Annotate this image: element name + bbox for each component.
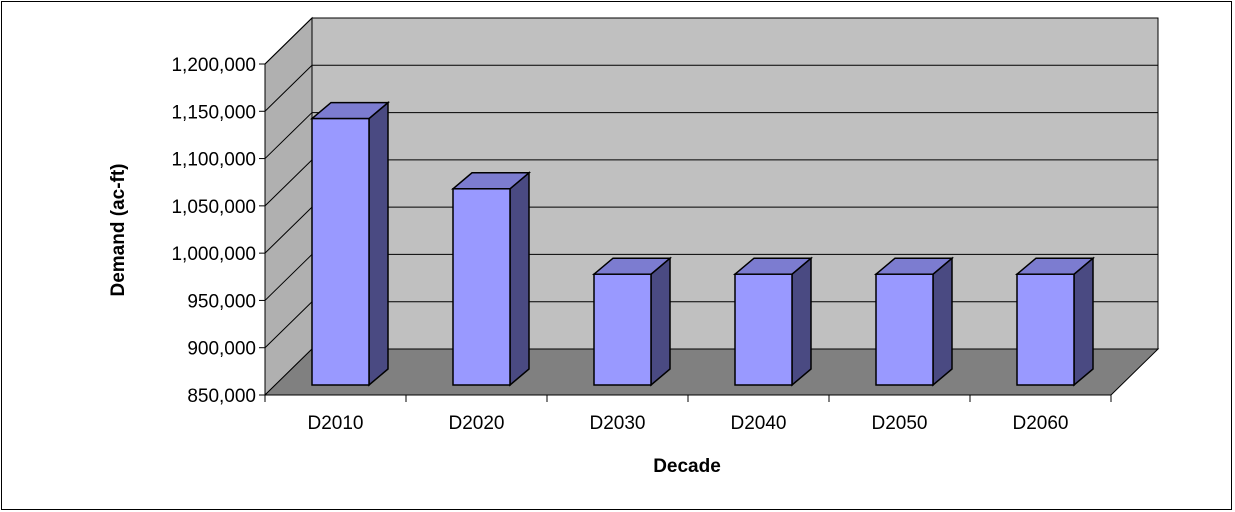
bar [732,256,814,387]
bars [309,100,1096,387]
x-tick-label: D2050 [872,413,928,434]
y-tick-label: 1,150,000 [171,102,256,123]
y-tick-label: 1,100,000 [171,150,256,171]
bar-front [875,273,934,386]
x-tick-label: D2030 [590,413,646,434]
bar-side [932,256,953,387]
bar-side [650,256,671,387]
bar [450,171,532,387]
y-tick-label: 1,050,000 [171,197,256,218]
bar-front [311,117,370,386]
x-tick-label: D2060 [1013,413,1069,434]
bar-side [1073,256,1094,387]
bar-front [452,188,511,386]
y-tick-label: 1,200,000 [171,55,256,76]
x-tick-label: D2010 [308,413,364,434]
x-axis-title: Decade [653,456,721,477]
bar-front [593,273,652,386]
bar-side [509,171,530,387]
bar [309,100,391,387]
y-tick-label: 1,000,000 [171,244,256,265]
bar [873,256,955,387]
bar-front [1016,273,1075,386]
y-tick-label: 950,000 [187,291,256,312]
bar-side [368,100,389,387]
y-axis-title: Demand (ac-ft) [108,163,129,296]
x-tick-label: D2040 [731,413,787,434]
x-tick-label: D2020 [449,413,505,434]
gridline [264,112,1158,159]
y-tick-label: 900,000 [187,339,256,360]
gridline [264,17,1158,65]
bar-front [734,273,793,386]
y-axis-ticks: 850,000 900,000 950,000 1,000,000 1,050,000 1… [171,55,266,407]
y-tick-label: 850,000 [187,386,256,407]
bar [1014,256,1096,387]
gridline [264,64,1158,112]
x-axis-ticks: D2010 D2020 D2030 D2040 D2050 D2060 [264,394,1112,434]
bar-side [791,256,812,387]
side-wall [264,16,313,397]
bar [591,256,673,387]
